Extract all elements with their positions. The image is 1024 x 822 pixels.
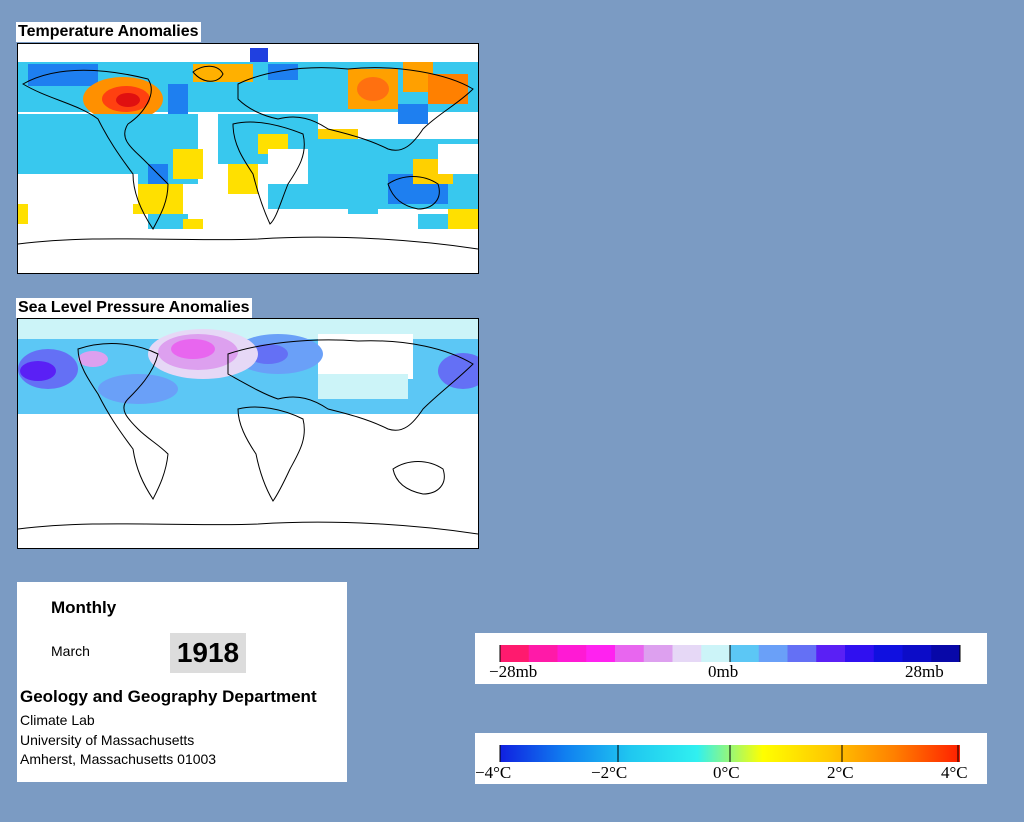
lab-name: Climate Lab xyxy=(20,712,95,728)
pressure-panel-title: Sea Level Pressure Anomalies xyxy=(16,298,252,318)
university-name: University of Massachusetts xyxy=(20,732,195,748)
temperature-legend-label-2: 2°C xyxy=(827,763,854,782)
year-display: 1918 xyxy=(170,633,246,673)
pressure-swatch xyxy=(845,645,875,662)
department-name: Geology and Geography Department xyxy=(20,687,317,706)
pressure-swatch xyxy=(500,645,530,662)
temperature-legend: −4°C −2°C 0°C 2°C 4°C xyxy=(475,733,987,784)
month-label: March xyxy=(51,643,90,659)
pressure-legend-label-max: 28mb xyxy=(905,662,944,681)
info-box: Monthly March 1918 Geology and Geography… xyxy=(17,582,347,782)
pressure-legend-label-zero: 0mb xyxy=(708,662,738,681)
pressure-swatch xyxy=(730,645,760,662)
pressure-swatch xyxy=(586,645,616,662)
pressure-legend-label-min: −28mb xyxy=(489,662,537,681)
pressure-swatch xyxy=(787,645,817,662)
temperature-legend-label-4: 4°C xyxy=(941,763,968,782)
pressure-swatch xyxy=(528,645,558,662)
pressure-swatch xyxy=(816,645,846,662)
frequency-label: Monthly xyxy=(51,598,117,617)
pressure-swatch xyxy=(643,645,673,662)
pressure-swatch xyxy=(873,645,903,662)
pressure-anomaly-map xyxy=(17,318,479,549)
pressure-swatch xyxy=(902,645,932,662)
pressure-swatch xyxy=(701,645,731,662)
address: Amherst, Massachusetts 01003 xyxy=(20,751,217,767)
temperature-legend-label-neg4: −4°C xyxy=(475,763,511,782)
pressure-swatch xyxy=(931,645,961,662)
pressure-swatch xyxy=(672,645,702,662)
pressure-swatch xyxy=(758,645,788,662)
temperature-anomaly-map xyxy=(17,43,479,274)
pressure-legend-swatches xyxy=(499,645,961,662)
pressure-swatch xyxy=(557,645,587,662)
temperature-legend-label-neg2: −2°C xyxy=(591,763,627,782)
pressure-swatch xyxy=(615,645,645,662)
temperature-legend-label-0: 0°C xyxy=(713,763,740,782)
pressure-legend: −28mb 0mb 28mb xyxy=(475,633,987,684)
temperature-panel-title: Temperature Anomalies xyxy=(16,22,201,42)
